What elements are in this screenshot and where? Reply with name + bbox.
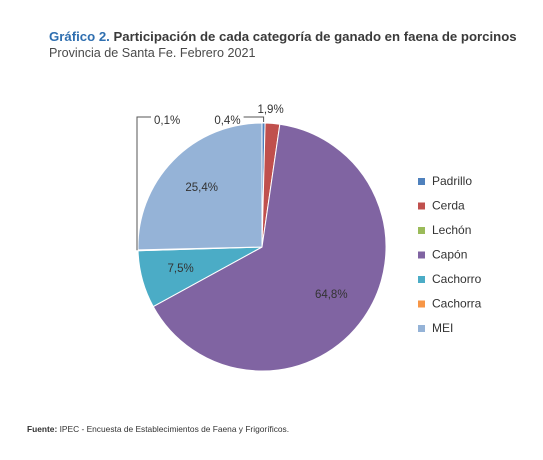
chart-title-block: Gráfico 2. Participación de cada categor… <box>49 28 529 62</box>
legend-swatch <box>418 300 425 308</box>
legend-item-cerda: Cerda <box>418 199 465 213</box>
data-label-capon: 64,8% <box>315 289 348 301</box>
data-label-cachorro: 7,5% <box>168 263 194 275</box>
legend-item-padrillo: Padrillo <box>418 174 472 188</box>
data-label-mei: 25,4% <box>185 182 218 194</box>
legend-swatch <box>418 325 425 332</box>
legend-swatch <box>418 178 425 185</box>
source-label: Fuente: <box>27 424 58 434</box>
legend-swatch <box>418 251 425 259</box>
legend-item-capon: Capón <box>418 248 467 262</box>
chart-subtitle: Provincia de Santa Fe. Febrero 2021 <box>49 46 256 60</box>
data-label-cerda: 1,9% <box>257 104 283 116</box>
legend-label: Capón <box>432 248 467 262</box>
chart-title-text: Participación de cada categoría de ganad… <box>113 29 517 44</box>
leader-line-padrillo <box>243 116 265 122</box>
source-note: Fuente: IPEC - Encuesta de Establecimien… <box>27 424 289 434</box>
pie-slice-mei <box>137 122 263 251</box>
legend-label: Lechón <box>432 223 471 237</box>
legend-label: Cachorra <box>432 297 482 311</box>
data-label-padrillo: 0,4% <box>214 115 240 127</box>
legend-label: Padrillo <box>432 174 472 188</box>
legend-item-mei: MEI <box>418 321 453 335</box>
chart-title: Gráfico 2. Participación de cada categor… <box>49 28 529 45</box>
source-text: IPEC - Encuesta de Establecimientos de F… <box>59 424 290 434</box>
legend-swatch <box>418 202 425 210</box>
leader-line-cachorra <box>136 116 151 251</box>
legend-label: Cachorro <box>432 272 482 286</box>
legend-label: MEI <box>432 321 453 335</box>
legend-swatch <box>418 276 425 283</box>
pie-slice-capon <box>152 123 387 372</box>
chart-title-prefix: Gráfico 2. <box>49 29 110 44</box>
legend-label: Cerda <box>432 199 465 213</box>
data-label-cachorra: 0,1% <box>154 115 180 127</box>
legend-item-cachorra: Cachorra <box>418 297 482 311</box>
legend-item-lechon: Lechón <box>418 223 471 237</box>
legend-swatch <box>418 227 425 234</box>
legend-item-cachorro: Cachorro <box>418 272 482 286</box>
